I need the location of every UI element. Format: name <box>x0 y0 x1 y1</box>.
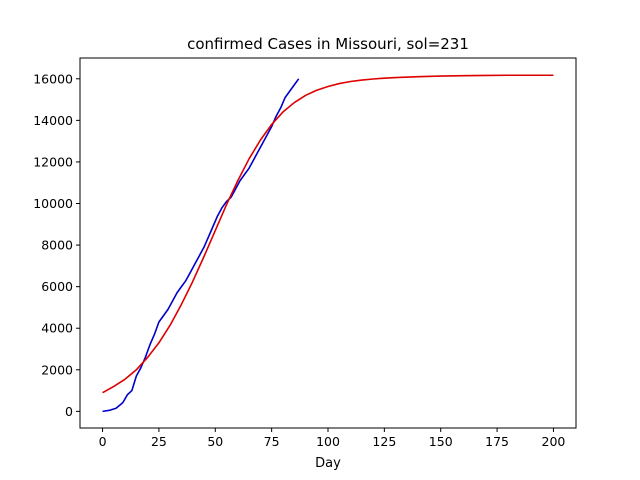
x-tick-label: 150 <box>429 434 453 449</box>
y-tick-label: 2000 <box>41 362 73 377</box>
y-tick-label: 10000 <box>33 196 73 211</box>
y-tick-label: 16000 <box>33 71 73 86</box>
y-tick-label: 12000 <box>33 154 73 169</box>
x-tick-label: 100 <box>316 434 340 449</box>
chart-title: confirmed Cases in Missouri, sol=231 <box>187 35 469 53</box>
x-tick-label: 50 <box>207 434 223 449</box>
observed-cases-line <box>102 78 300 413</box>
x-tick-label: 175 <box>485 434 509 449</box>
y-axis: 0 2000 4000 6000 8000 10000 12000 14000 16000 <box>33 71 80 419</box>
x-tick-label: 25 <box>151 434 167 449</box>
x-tick-label: 0 <box>99 434 107 449</box>
plot-area <box>102 74 554 413</box>
plot-frame <box>79 57 577 429</box>
x-tick-label: 75 <box>264 434 280 449</box>
fitted-model-line <box>102 74 554 394</box>
x-tick-label: 200 <box>542 434 566 449</box>
x-tick-label: 125 <box>372 434 396 449</box>
y-tick-label: 8000 <box>41 238 73 253</box>
y-tick-label: 14000 <box>33 113 73 128</box>
x-axis: 0 25 50 75 100 125 150 175 200 <box>99 428 566 449</box>
x-axis-label: Day <box>315 456 341 471</box>
y-tick-label: 0 <box>65 404 73 419</box>
y-tick-label: 4000 <box>41 321 73 336</box>
y-tick-label: 6000 <box>41 279 73 294</box>
